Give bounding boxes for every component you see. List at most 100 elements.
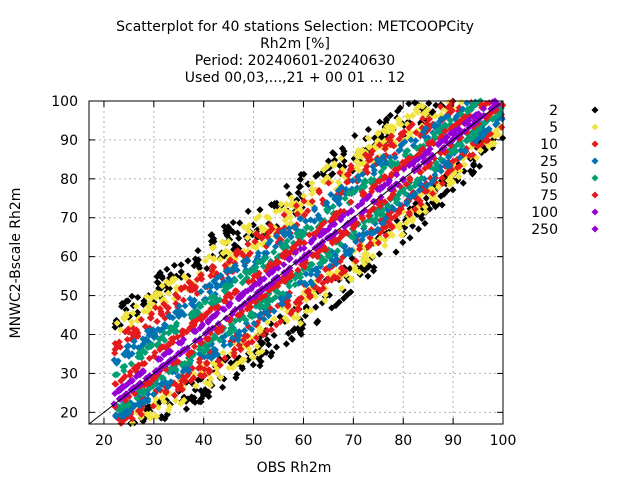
scatter-point [443,169,451,178]
scatter-point [353,157,361,165]
scatter-point [346,275,354,283]
scatter-point [429,189,437,198]
scatter-point [308,280,316,288]
scatter-point [400,165,408,173]
scatter-point [163,303,171,311]
scatter-point [444,103,452,111]
scatter-point [146,372,154,380]
scatter-point [226,340,234,349]
scatter-point [124,297,132,305]
scatter-point [438,201,446,209]
scatter-point [258,347,266,355]
scatter-point [205,366,213,374]
scatter-point [324,275,332,283]
scatter-point [206,288,214,296]
scatter-point [302,303,310,311]
scatter-point [201,257,209,265]
scatter-point [111,371,119,379]
scatter-point [308,197,316,205]
scatter-point [346,166,354,174]
scatter-point [393,171,401,179]
scatter-point [321,257,329,265]
scatter-point [340,147,348,155]
one-to-one-line [88,100,504,425]
scatter-point [431,112,439,120]
scatter-point [324,225,332,234]
scatter-point [302,217,310,225]
scatter-point [428,185,436,193]
scatter-point [197,302,205,310]
scatter-point [244,240,252,248]
scatter-point [138,368,146,376]
scatter-point [172,328,180,336]
scatter-point [251,238,259,246]
scatter-point [210,255,218,263]
scatter-point [128,419,136,427]
x-tick-label: 50 [245,433,263,449]
scatter-point [412,137,420,145]
legend-marker [591,208,599,216]
scatter-point [249,221,257,229]
scatter-point [201,297,209,306]
scatter-point [364,134,372,142]
scatter-point [347,288,355,296]
scatter-point [381,145,389,153]
scatter-point [368,185,376,193]
scatter-point [403,112,411,120]
scatter-point [206,381,214,389]
scatter-point [498,115,506,123]
scatter-point [355,268,363,276]
scatter-point [143,380,151,388]
scatter-point [194,247,202,255]
scatter-point [331,215,339,223]
scatter-point [349,177,357,185]
scatter-point [219,383,227,391]
x-tick-label: 40 [195,433,213,449]
scatter-point [287,201,295,209]
scatter-point [218,323,226,332]
scatter-point [150,390,158,398]
scatter-point [416,186,424,194]
scatter-point [165,329,173,337]
scatter-point [457,141,465,149]
scatter-point [240,356,248,364]
scatter-point [246,349,254,357]
scatter-point [459,179,467,187]
scatter-point [482,137,490,145]
scatter-point [314,268,322,276]
x-tick-label: 30 [145,433,163,449]
scatter-point [236,219,244,227]
y-tick-label: 90 [60,133,78,149]
scatter-point [258,234,266,242]
scatter-point [468,170,476,178]
scatter-point [297,294,305,302]
scatter-point [278,243,286,251]
scatter-point [356,245,364,253]
scatter-point [354,172,362,180]
scatter-point [327,190,335,199]
scatter-point [477,146,485,154]
scatter-point [344,209,352,217]
scatter-point [456,154,464,162]
scatter-point [265,214,273,222]
scatter-point [197,398,205,406]
scatter-point [158,282,166,290]
scatter-point [402,147,410,156]
scatter-point [198,312,206,320]
scatter-point [203,264,211,273]
scatter-point [300,192,308,200]
legend-marker [591,140,599,148]
scatter-point [325,270,333,278]
scatter-point [405,100,413,108]
scatter-point [207,375,215,383]
scatter-point [153,273,161,281]
y-axis-label: MNWC2-Bscale Rh2m [8,188,24,339]
scatter-point [356,152,364,160]
scatter-point [297,330,305,338]
scatter-point [294,314,302,322]
scatter-point [361,151,370,159]
scatter-point [272,232,280,240]
scatter-point [126,368,134,376]
scatter-point [334,247,342,255]
scatter-point [204,317,212,325]
